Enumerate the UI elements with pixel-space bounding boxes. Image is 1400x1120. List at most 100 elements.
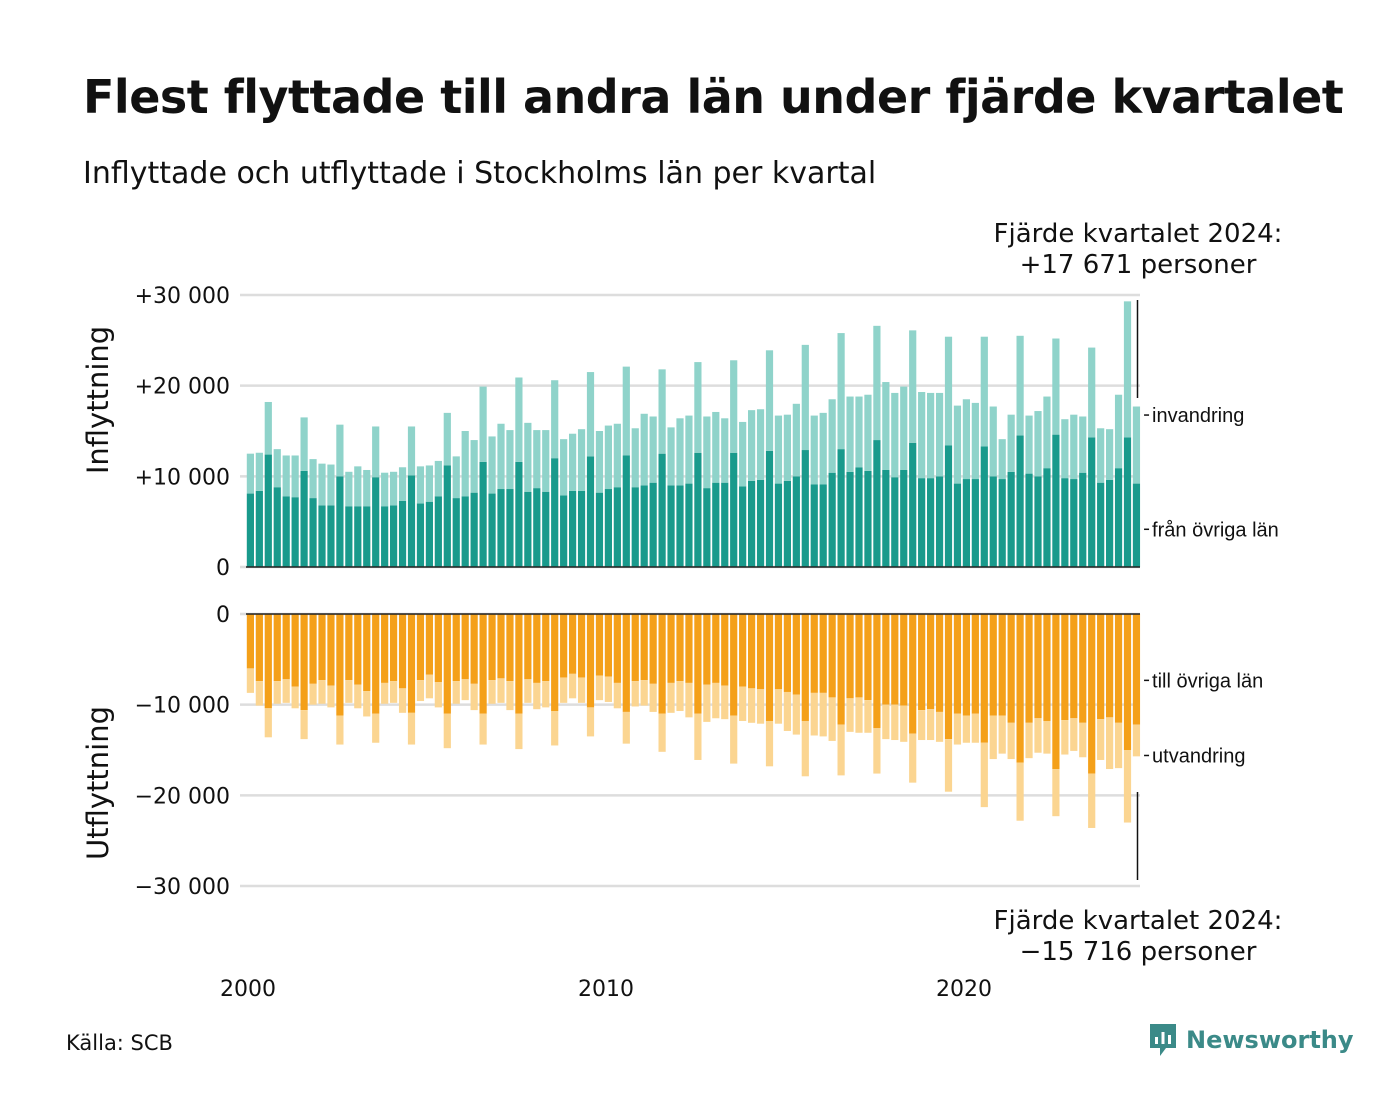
bar-fran-ovriga-lan: [783, 480, 791, 567]
bar-utvandring: [613, 682, 621, 709]
bar-invandring: [1106, 429, 1114, 480]
bar-till-ovriga-lan: [1016, 614, 1024, 763]
bar-invandring: [246, 453, 254, 494]
bar-utvandring: [488, 680, 496, 704]
xtick-label: 2010: [578, 977, 634, 1000]
bar-till-ovriga-lan: [980, 614, 988, 743]
bar-till-ovriga-lan: [855, 614, 863, 698]
bar-till-ovriga-lan: [309, 614, 317, 684]
bar-till-ovriga-lan: [1034, 614, 1042, 719]
bar-fran-ovriga-lan: [363, 506, 371, 567]
newsworthy-logo-icon: [1150, 1024, 1176, 1056]
bar-till-ovriga-lan: [336, 614, 344, 716]
bar-invandring: [676, 418, 684, 486]
label-fran-ovriga-lan: från övriga län: [1152, 519, 1279, 541]
bar-utvandring: [363, 691, 371, 717]
bar-till-ovriga-lan: [774, 614, 783, 690]
bar-fran-ovriga-lan: [935, 476, 944, 567]
bar-till-ovriga-lan: [712, 614, 720, 683]
bar-utvandring: [667, 682, 675, 713]
bar-invandring: [363, 469, 371, 507]
bar-fran-ovriga-lan: [291, 497, 299, 567]
bar-till-ovriga-lan: [586, 614, 595, 708]
bar-till-ovriga-lan: [318, 614, 326, 681]
bar-utvandring: [658, 713, 666, 752]
bar-fran-ovriga-lan: [971, 479, 979, 567]
bar-fran-ovriga-lan: [765, 450, 774, 567]
bar-till-ovriga-lan: [542, 614, 550, 682]
bar-till-ovriga-lan: [765, 614, 774, 721]
bar-till-ovriga-lan: [1025, 614, 1033, 723]
bar-utvandring: [452, 681, 460, 704]
migration-chart: 0 +10 000 +20 000 +30 000 0 −10 000 −20 000 −30…: [81, 219, 1283, 1000]
bar-utvandring: [1061, 720, 1069, 755]
bar-invandring: [586, 372, 595, 457]
bar-fran-ovriga-lan: [846, 471, 854, 567]
bar-utvandring: [569, 673, 577, 699]
bar-till-ovriga-lan: [658, 614, 666, 714]
bar-utvandring: [837, 724, 845, 776]
bar-fran-ovriga-lan: [255, 490, 263, 567]
bar-utvandring: [944, 739, 953, 792]
label-utvandring: utvandring: [1152, 745, 1245, 767]
bar-fran-ovriga-lan: [300, 470, 308, 567]
bar-utvandring: [416, 680, 425, 702]
bar-till-ovriga-lan: [882, 614, 890, 705]
bar-fran-ovriga-lan: [631, 487, 639, 567]
bar-utvandring: [730, 715, 738, 764]
bar-till-ovriga-lan: [479, 614, 487, 714]
bar-invandring: [801, 344, 809, 451]
outflow-ytick-label: −30 000: [135, 875, 230, 900]
bar-invandring: [891, 392, 899, 478]
bar-invandring: [542, 430, 550, 492]
bar-till-ovriga-lan: [998, 614, 1006, 716]
bar-fran-ovriga-lan: [443, 465, 451, 567]
bar-fran-ovriga-lan: [452, 498, 460, 567]
bar-till-ovriga-lan: [577, 614, 586, 678]
outflow-ytick-label: −20 000: [135, 784, 230, 809]
bar-utvandring: [864, 700, 872, 733]
bar-utvandring: [694, 713, 702, 760]
bar-invandring: [452, 456, 460, 499]
bar-invandring: [971, 402, 979, 480]
bar-fran-ovriga-lan: [434, 496, 442, 567]
bar-fran-ovriga-lan: [1052, 434, 1060, 567]
bar-invandring: [1034, 411, 1042, 477]
bar-fran-ovriga-lan: [712, 482, 720, 567]
bar-fran-ovriga-lan: [748, 480, 756, 567]
bar-fran-ovriga-lan: [1079, 472, 1087, 567]
bar-utvandring: [649, 683, 657, 712]
bar-utvandring: [327, 685, 335, 708]
bar-utvandring: [542, 681, 550, 708]
bar-fran-ovriga-lan: [891, 477, 899, 567]
bar-invandring: [300, 417, 308, 471]
bar-invandring: [1079, 416, 1087, 473]
bar-utvandring: [443, 713, 451, 749]
bar-fran-ovriga-lan: [461, 496, 469, 567]
bar-invandring: [765, 350, 774, 451]
bar-fran-ovriga-lan: [515, 461, 523, 567]
bar-till-ovriga-lan: [524, 614, 532, 680]
bar-utvandring: [774, 689, 783, 724]
bar-invandring: [1088, 347, 1096, 438]
inflow-annotation-line1: Fjärde kvartalet 2024:: [994, 219, 1283, 249]
bar-till-ovriga-lan: [640, 614, 648, 681]
bar-fran-ovriga-lan: [264, 454, 272, 567]
bar-invandring: [900, 386, 908, 470]
bar-invandring: [774, 415, 783, 484]
bar-utvandring: [918, 710, 926, 741]
bar-utvandring: [1016, 762, 1024, 821]
bar-invandring: [864, 394, 872, 471]
bar-fran-ovriga-lan: [1097, 482, 1105, 567]
bar-invandring: [882, 382, 890, 470]
bar-utvandring: [962, 715, 970, 743]
bar-fran-ovriga-lan: [998, 479, 1006, 567]
bar-utvandring: [1106, 717, 1114, 770]
bar-utvandring: [980, 742, 988, 808]
bar-utvandring: [273, 681, 281, 704]
bar-utvandring: [712, 682, 720, 719]
bar-invandring: [819, 412, 827, 485]
bar-till-ovriga-lan: [506, 614, 514, 682]
bar-fran-ovriga-lan: [658, 453, 666, 567]
bar-till-ovriga-lan: [864, 614, 872, 701]
